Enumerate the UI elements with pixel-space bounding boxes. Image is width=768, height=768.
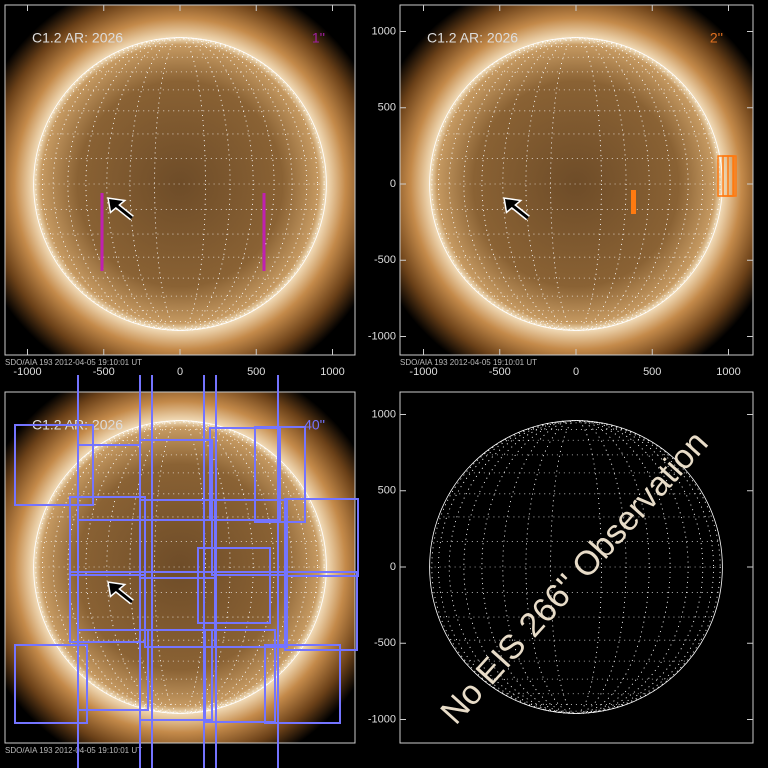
meridian [502,420,650,714]
raster [254,426,306,523]
arrow-head [109,199,123,211]
meridian [463,37,689,331]
meridian [67,37,293,331]
meridian [106,37,254,331]
arrow-head [505,199,519,211]
plot-frame [4,391,356,744]
meridian [52,37,308,331]
panel [429,420,723,714]
raster [727,155,737,197]
panel-label: C1.2 AR: 2026 [427,30,518,46]
y-tick-label: 500 [378,485,396,497]
x-tick-label: 500 [643,366,661,378]
meridian [35,37,325,331]
x-tick-label: 0 [573,366,579,378]
y-tick-label: -1000 [368,330,396,342]
solar-disk [33,420,327,714]
y-tick-label: -500 [374,254,396,266]
resolution-label: 40'' [304,417,325,433]
meridian [448,37,704,331]
y-tick-label: 0 [390,178,396,190]
slit [631,190,636,214]
panel [5,5,355,355]
meridian [463,420,689,714]
x-tick-label: -1000 [13,366,41,378]
limb [33,37,327,331]
meridian [106,420,254,714]
meridian [448,420,704,714]
meridian [67,420,293,714]
footer: SDO/AIA 193 2012-04-05 19:10:01 UT [5,358,142,367]
y-tick-label: 500 [378,102,396,114]
limb [429,420,723,714]
x-tick-label: -1000 [409,366,437,378]
x-tick-label: 500 [247,366,265,378]
panel-label: C1.2 AR: 2026 [32,30,123,46]
x-tick-label: -500 [93,366,115,378]
raster [284,498,359,577]
raster [14,644,88,724]
x-tick-label: 1000 [716,366,740,378]
x-tick-label: 0 [177,366,183,378]
meridian [52,420,308,714]
x-tick-label: 1000 [320,366,344,378]
x-tick-label: -500 [489,366,511,378]
raster [69,496,146,576]
y-tick-label: 1000 [372,408,396,420]
raster [211,499,288,576]
raster [284,571,358,651]
arrow-head [109,583,123,595]
footer: SDO/AIA 193 2012-04-05 19:10:01 UT [400,358,537,367]
panel [400,5,753,355]
meridian [42,37,318,331]
solar-disk [33,37,327,331]
y-tick-label: -1000 [368,713,396,725]
meridian [154,420,206,714]
meridian [154,37,206,331]
meridian [550,37,602,331]
solar-disk [429,37,723,331]
raster [197,547,271,624]
meridian [502,37,650,331]
y-tick-label: -500 [374,637,396,649]
raster [14,424,94,506]
raster [209,427,281,521]
resolution-label: 2'' [710,30,723,46]
meridian [42,420,318,714]
meridian [550,420,602,714]
y-tick-label: 0 [390,561,396,573]
resolution-label: 1'' [312,30,325,46]
meridian [438,420,714,714]
limb [33,420,327,714]
y-tick-label: 1000 [372,25,396,37]
meridian [35,420,325,714]
meridian [438,37,714,331]
footer: SDO/AIA 193 2012-04-05 19:10:01 UT [5,746,142,755]
raster [264,644,341,724]
